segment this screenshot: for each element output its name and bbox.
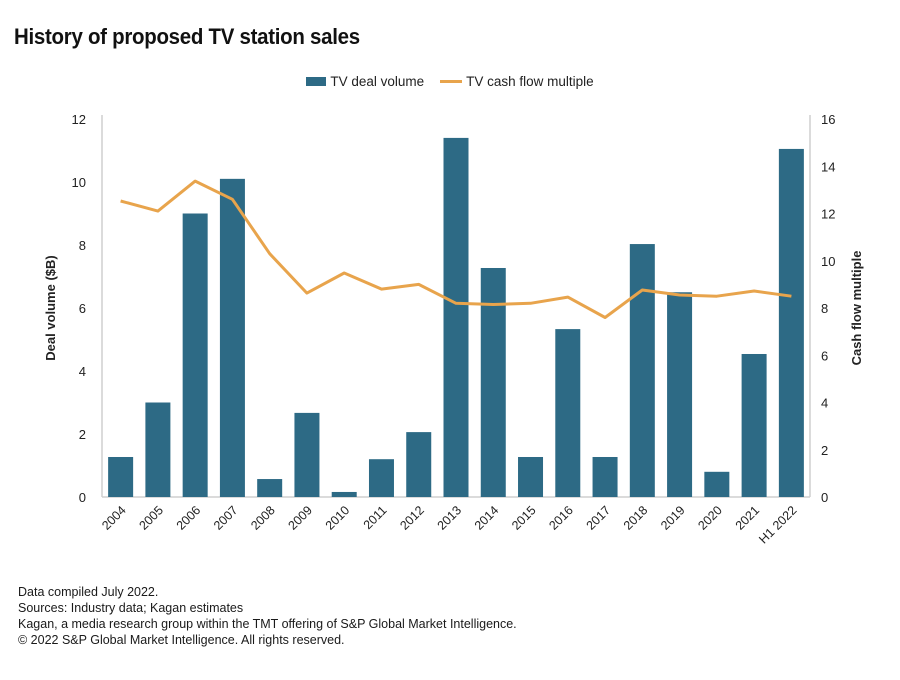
bar <box>182 213 208 497</box>
chart-plot: 0 2 4 6 8 10 12 0 2 4 6 8 10 12 14 16 Deal volume ($B) Ca… <box>43 112 864 547</box>
bar <box>629 244 655 497</box>
bar <box>667 292 693 497</box>
y-left-tick-label: 8 <box>79 238 86 253</box>
x-tick-label: H1 2022 <box>756 503 799 546</box>
bar <box>704 471 730 497</box>
y-right-tick-label: 16 <box>821 112 835 127</box>
bar <box>741 353 767 497</box>
legend-item-cash-flow: TV cash flow multiple <box>440 74 594 89</box>
y-right-tick-label: 8 <box>821 301 828 316</box>
bar <box>480 267 506 497</box>
legend-swatch-line <box>440 80 463 83</box>
y-left-tick-label: 10 <box>72 175 86 190</box>
bar <box>778 148 804 498</box>
y-right-tick-label: 10 <box>821 254 835 269</box>
footer-line-compiled: Data compiled July 2022. <box>18 585 159 599</box>
x-tick-label: 2021 <box>733 503 763 533</box>
legend: TV deal volume TV cash flow multiple <box>0 74 900 89</box>
x-tick-label: 2004 <box>99 503 129 533</box>
x-tick-label: 2015 <box>509 503 539 533</box>
y-left-tick-label: 2 <box>79 427 86 442</box>
y-right-axis-title: Cash flow multiple <box>849 251 864 366</box>
legend-label-cash-flow: TV cash flow multiple <box>466 74 594 89</box>
legend-item-deal-volume: TV deal volume <box>306 74 424 89</box>
bar <box>555 329 581 497</box>
y-right-tick-label: 14 <box>821 159 835 174</box>
legend-label-deal-volume: TV deal volume <box>330 74 425 89</box>
x-tick-label: 2011 <box>361 503 390 532</box>
y-right-tick-label: 6 <box>821 348 828 363</box>
legend-swatch-bar <box>306 77 327 86</box>
y-left-tick-label: 12 <box>72 112 86 127</box>
x-tick-label: 2019 <box>658 503 688 533</box>
bar <box>406 432 432 497</box>
y-left-tick-label: 0 <box>79 490 86 505</box>
x-tick-label: 2009 <box>286 503 316 533</box>
bar <box>219 178 245 497</box>
bar <box>368 459 394 497</box>
line-series <box>120 179 792 319</box>
y-left-tick-label: 6 <box>79 301 86 316</box>
x-tick-label: 2013 <box>435 503 465 533</box>
x-tick-label: 2012 <box>397 503 427 533</box>
bar <box>443 137 469 497</box>
footer-line-kagan: Kagan, a media research group within the… <box>18 617 517 631</box>
y-left-tick-label: 4 <box>79 364 86 379</box>
x-tick-label: 2006 <box>174 503 204 533</box>
x-tick-label: 2017 <box>584 503 614 533</box>
line-cash-flow-multiple <box>120 179 792 319</box>
y-right-tick-label: 4 <box>821 396 828 411</box>
x-tick-label: 2008 <box>248 503 278 533</box>
x-tick-label: 2020 <box>695 503 725 533</box>
footer-notes: Data compiled July 2022. Sources: Indust… <box>18 584 517 648</box>
x-tick-label: 2018 <box>621 503 651 533</box>
x-tick-label: 2016 <box>546 503 576 533</box>
bar <box>331 491 357 497</box>
x-tick-label: 2007 <box>211 503 241 533</box>
bar <box>294 412 320 497</box>
footer-line-sources: Sources: Industry data; Kagan estimates <box>18 601 244 615</box>
y-left-axis-title: Deal volume ($B) <box>43 255 58 360</box>
x-tick-label: 2010 <box>323 503 353 533</box>
y-right-tick-label: 2 <box>821 443 828 458</box>
bar <box>518 456 544 497</box>
y-right-tick-label: 0 <box>821 490 828 505</box>
bar <box>108 456 134 497</box>
x-tick-label: 2005 <box>136 503 166 533</box>
bar <box>145 402 171 497</box>
bar-series <box>108 137 804 498</box>
footer-line-copyright: © 2022 S&P Global Market Intelligence. A… <box>18 633 345 647</box>
bar <box>592 456 618 497</box>
x-tick-label: 2014 <box>472 503 502 533</box>
chart-title: History of proposed TV station sales <box>14 24 360 49</box>
y-right-tick-label: 12 <box>821 207 835 222</box>
bar <box>257 479 283 497</box>
